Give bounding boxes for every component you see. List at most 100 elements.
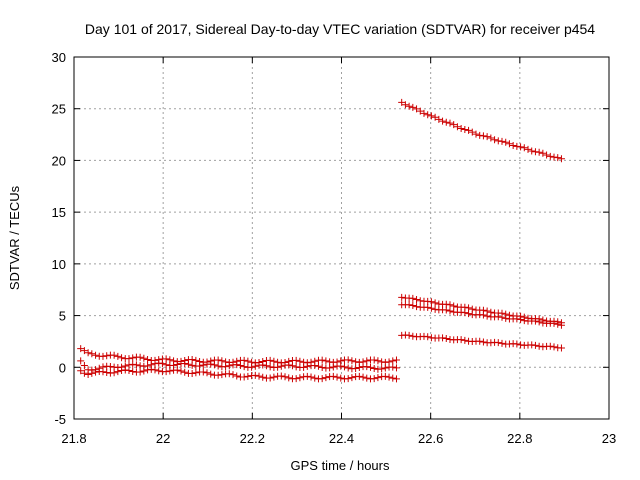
data-point <box>465 126 473 134</box>
data-point <box>424 111 432 119</box>
data-point <box>318 375 326 383</box>
data-point <box>483 133 491 141</box>
data-point <box>192 369 200 377</box>
data-point <box>543 151 551 159</box>
data-point <box>409 103 417 111</box>
data-point <box>188 361 196 369</box>
data-point <box>248 363 256 371</box>
data-point <box>77 357 85 365</box>
data-point <box>333 373 341 381</box>
data-point <box>281 373 289 381</box>
data-point <box>203 369 211 377</box>
data-point <box>405 102 413 110</box>
data-point <box>114 368 122 376</box>
x-tick-label: 22.6 <box>418 431 443 446</box>
data-point <box>550 153 558 161</box>
x-tick-label: 22.8 <box>507 431 532 446</box>
data-point <box>557 155 565 163</box>
chart-title: Day 101 of 2017, Sidereal Day-to-day VTE… <box>85 21 595 37</box>
data-point <box>92 351 100 359</box>
data-point <box>517 143 525 151</box>
data-point <box>136 368 144 376</box>
data-point <box>266 374 274 382</box>
data-point <box>479 338 487 346</box>
x-tick-label: 22 <box>156 431 170 446</box>
data-point <box>259 373 267 381</box>
y-tick-label: 30 <box>52 50 66 65</box>
data-point <box>381 364 389 372</box>
data-point <box>270 373 278 381</box>
data-point <box>322 357 330 365</box>
data-point <box>274 363 282 371</box>
data-point <box>110 369 118 377</box>
data-point <box>487 134 495 142</box>
data-point <box>225 370 233 378</box>
data-point <box>344 364 352 372</box>
data-point <box>214 356 222 364</box>
data-point <box>442 306 450 314</box>
data-point <box>244 372 252 380</box>
data-point <box>218 371 226 379</box>
data-point <box>348 374 356 382</box>
data-point <box>494 339 502 347</box>
data-point <box>196 362 204 370</box>
data-point <box>450 302 458 310</box>
data-point <box>296 374 304 382</box>
data-point <box>136 353 144 361</box>
data-point <box>450 121 458 129</box>
data-point <box>409 302 417 310</box>
data-point <box>307 373 315 381</box>
data-point <box>554 154 562 162</box>
data-point <box>140 367 148 375</box>
data-point <box>255 372 263 380</box>
data-point <box>398 293 406 301</box>
data-point <box>314 362 322 370</box>
data-point <box>80 347 88 355</box>
data-point <box>374 357 382 365</box>
data-point <box>405 301 413 309</box>
data-point <box>188 356 196 364</box>
data-point <box>385 373 393 381</box>
data-point <box>442 118 450 126</box>
data-point <box>476 131 484 139</box>
data-point <box>461 125 469 133</box>
data-point <box>262 362 270 370</box>
data-point <box>381 372 389 380</box>
data-point <box>285 361 293 369</box>
data-point <box>502 314 510 322</box>
data-point <box>292 363 300 371</box>
data-point <box>80 369 88 377</box>
data-point <box>427 304 435 312</box>
data-point <box>435 115 443 123</box>
data-point <box>326 364 334 372</box>
data-point <box>483 312 491 320</box>
data-point <box>240 373 248 381</box>
data-point <box>409 294 417 302</box>
data-point <box>392 364 400 372</box>
data-point <box>363 374 371 382</box>
x-tick-label: 22.4 <box>329 431 354 446</box>
data-point <box>340 363 348 371</box>
data-point <box>92 368 100 376</box>
data-point <box>413 295 421 303</box>
data-point <box>311 374 319 382</box>
data-point <box>424 333 432 341</box>
data-point <box>476 337 484 345</box>
data-point <box>162 361 170 369</box>
data-point <box>520 317 528 325</box>
data-point <box>259 361 267 369</box>
data-point <box>188 369 196 377</box>
data-point <box>144 356 152 364</box>
data-point <box>110 351 118 359</box>
data-point <box>524 145 532 153</box>
data-point <box>363 363 371 371</box>
data-point <box>554 320 562 328</box>
data-point <box>207 370 215 378</box>
data-point <box>322 374 330 382</box>
data-point <box>442 335 450 343</box>
series-sat-f <box>398 301 565 329</box>
data-point <box>337 362 345 370</box>
y-tick-label: -5 <box>54 412 66 427</box>
data-point <box>550 319 558 327</box>
data-point <box>413 303 421 311</box>
